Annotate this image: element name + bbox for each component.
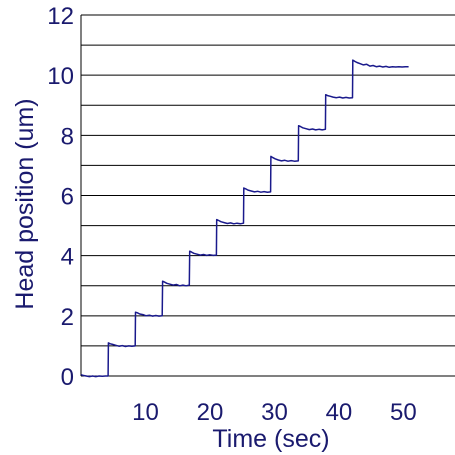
y-tick-label: 0 <box>61 364 74 391</box>
y-tick-label: 8 <box>61 123 74 150</box>
x-tick-label: 20 <box>197 399 224 426</box>
y-tick-labels: 0 2 4 6 8 10 12 <box>47 3 74 391</box>
x-tick-label: 40 <box>326 399 353 426</box>
y-tick-label: 4 <box>61 244 74 271</box>
y-tick-label: 12 <box>47 3 74 30</box>
y-tick-label: 6 <box>61 184 74 211</box>
y-tick-label: 2 <box>61 304 74 331</box>
series-line <box>80 59 409 378</box>
x-axis-title: Time (sec) <box>212 425 329 453</box>
y-tick-label: 10 <box>47 63 74 90</box>
x-tick-label: 50 <box>390 399 417 426</box>
grid-lines <box>81 14 455 377</box>
series-group <box>80 59 409 378</box>
x-tick-labels: 10 20 30 40 50 <box>132 399 417 426</box>
y-axis-title: Head position (um) <box>11 98 39 309</box>
x-tick-label: 30 <box>261 399 288 426</box>
x-tick-label: 10 <box>132 399 159 426</box>
